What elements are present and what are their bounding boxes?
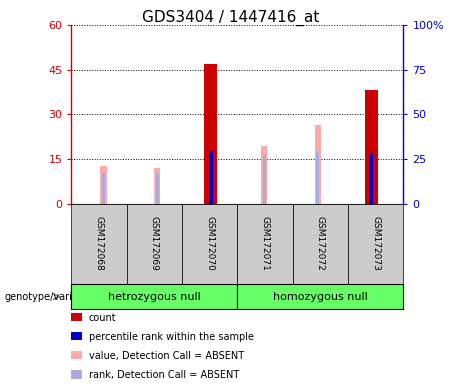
Bar	[263, 155, 266, 204]
Bar	[208, 151, 213, 204]
Bar	[204, 64, 217, 204]
Text: genotype/variation: genotype/variation	[5, 291, 97, 302]
Text: percentile rank within the sample: percentile rank within the sample	[89, 332, 254, 342]
Text: rank, Detection Call = ABSENT: rank, Detection Call = ABSENT	[89, 370, 239, 380]
Bar	[100, 166, 107, 204]
Text: GSM172068: GSM172068	[95, 217, 104, 271]
Text: count: count	[89, 313, 116, 323]
Text: GSM172072: GSM172072	[316, 217, 325, 271]
Bar	[314, 125, 321, 204]
Bar	[261, 146, 267, 204]
Text: GSM172070: GSM172070	[205, 217, 214, 271]
Text: GSM172071: GSM172071	[260, 217, 270, 271]
Bar	[316, 152, 319, 204]
Text: GSM172069: GSM172069	[150, 217, 159, 271]
Text: homozygous null: homozygous null	[273, 291, 368, 302]
Text: GSM172073: GSM172073	[371, 217, 380, 271]
Bar	[365, 91, 378, 204]
Text: value, Detection Call = ABSENT: value, Detection Call = ABSENT	[89, 351, 243, 361]
Bar	[102, 173, 105, 204]
Text: hetrozygous null: hetrozygous null	[108, 291, 201, 302]
Bar	[369, 152, 373, 204]
Bar	[154, 168, 160, 204]
Bar	[155, 173, 159, 204]
Text: GDS3404 / 1447416_at: GDS3404 / 1447416_at	[142, 10, 319, 26]
